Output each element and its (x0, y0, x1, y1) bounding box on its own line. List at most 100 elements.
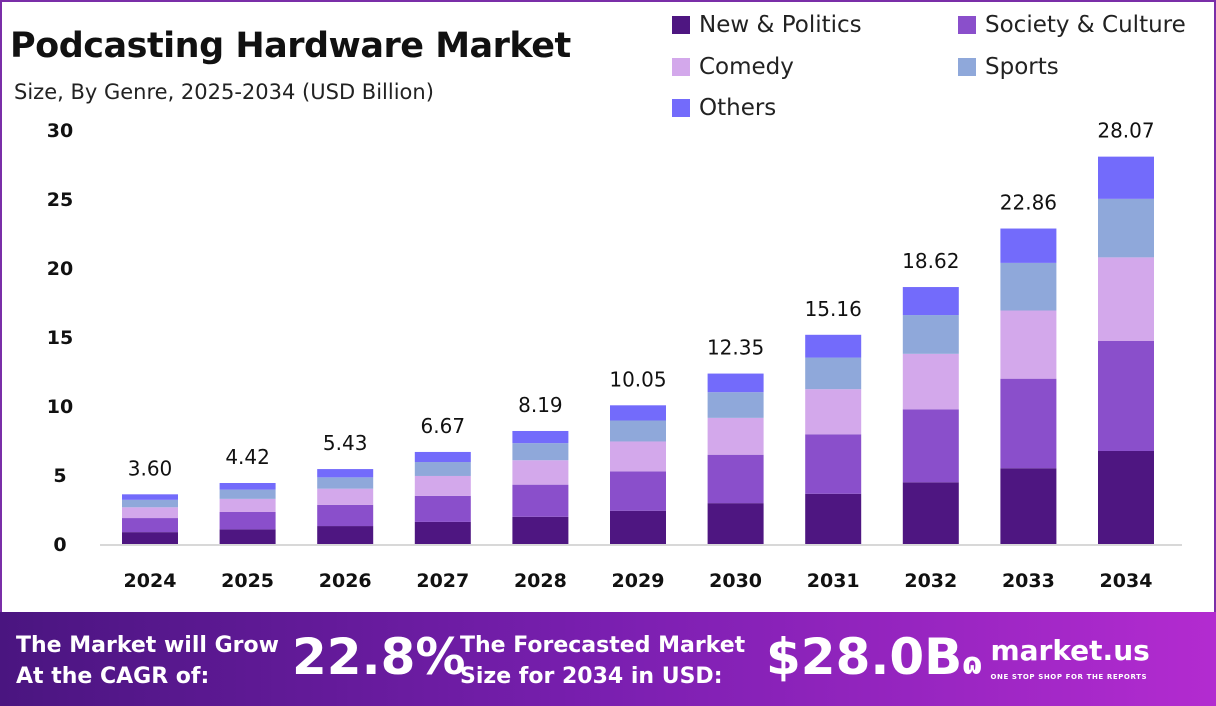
legend-item: Others (672, 95, 776, 121)
bar-segment-sports (610, 420, 666, 442)
brand-name-block: market.us ONE STOP SHOP FOR THE REPORTS (990, 637, 1149, 690)
bar-segment-sports (414, 462, 471, 476)
bar-segment-comedy (219, 498, 276, 512)
legend-item: Society & Culture (958, 12, 1186, 38)
x-tick-label: 2033 (1002, 570, 1055, 592)
bar-segment-new-politics (805, 493, 862, 544)
bar-segment-comedy (610, 441, 666, 472)
y-tick-label: 30 (47, 120, 73, 142)
bar-segment-new-politics (512, 516, 569, 544)
bar-segment-others (1098, 156, 1154, 199)
brand-name: market.us (990, 634, 1150, 667)
legend-swatch (672, 16, 690, 34)
cagr-label: The Market will Grow At the CAGR of: (16, 630, 279, 692)
bar-segment-society-culture (902, 409, 959, 483)
bar-segment-others (1000, 228, 1057, 263)
bar-segment-sports (1098, 198, 1154, 258)
data-label: 12.35 (707, 336, 764, 360)
x-tick-label: 2032 (904, 570, 957, 592)
bar-segment-new-politics (122, 532, 178, 544)
legend-swatch (958, 58, 976, 76)
bar-segment-society-culture (317, 504, 374, 527)
forecast-label-line: Size for 2034 in USD: (460, 664, 723, 689)
y-tick-label: 15 (47, 327, 73, 349)
bar-segment-comedy (317, 488, 374, 505)
data-label: 8.19 (518, 393, 563, 417)
data-label: 18.62 (902, 249, 959, 273)
bar-segment-comedy (805, 389, 862, 435)
bar-segment-sports (902, 315, 959, 354)
y-tick-label: 5 (53, 465, 66, 487)
brand-logo: ɷ market.us ONE STOP SHOP FOR THE REPORTS (962, 637, 1150, 690)
bar-segment-comedy (1098, 257, 1154, 342)
bar-segment-others (317, 469, 374, 478)
legend-label: New & Politics (699, 12, 862, 38)
bar-segment-new-politics (1000, 468, 1057, 544)
cagr-value: 22.8% (292, 628, 466, 686)
brand-logo-icon: ɷ (962, 646, 983, 682)
bar-segment-comedy (122, 507, 178, 519)
bar-segment-comedy (707, 417, 764, 455)
legend-item: Sports (958, 54, 1059, 80)
bar-segment-others (805, 334, 862, 358)
legend-item: New & Politics (672, 12, 862, 38)
legend-label: Society & Culture (985, 12, 1186, 38)
x-tick-label: 2027 (416, 570, 469, 592)
bar-segment-sports (122, 499, 178, 508)
bar-segment-comedy (1000, 310, 1057, 379)
bar-segment-others (512, 430, 569, 444)
cagr-label-line: The Market will Grow (16, 633, 279, 658)
bar-segment-others (610, 405, 666, 421)
data-label: 15.16 (805, 297, 862, 321)
legend-label: Sports (985, 54, 1059, 80)
brand-tagline: ONE STOP SHOP FOR THE REPORTS (990, 673, 1148, 681)
bar-segment-society-culture (1000, 378, 1057, 469)
bar-segment-sports (512, 443, 569, 461)
x-tick-label: 2026 (319, 570, 372, 592)
legend-label: Others (699, 95, 777, 121)
chart-plot: 0510152025303.6020244.4220255.4320266.67… (47, 119, 1182, 592)
bar-segment-sports (805, 357, 862, 390)
bar-segment-sports (1000, 262, 1057, 311)
x-tick-label: 2030 (709, 570, 762, 592)
data-label: 6.67 (421, 414, 466, 438)
bar-segment-sports (219, 489, 276, 499)
forecast-label: The Forecasted Market Size for 2034 in US… (460, 630, 745, 692)
footer-banner: The Market will Grow At the CAGR of: 22.8… (0, 612, 1216, 706)
data-label: 28.07 (1097, 119, 1154, 143)
x-tick-label: 2034 (1100, 570, 1153, 592)
legend-swatch (958, 16, 976, 34)
data-label: 3.60 (128, 456, 173, 480)
bar-segment-society-culture (1098, 341, 1154, 451)
data-label: 5.43 (323, 431, 368, 455)
bar-segment-others (707, 373, 764, 393)
y-tick-label: 25 (47, 189, 73, 211)
data-label: 10.05 (609, 367, 666, 391)
bar-segment-new-politics (414, 521, 471, 544)
x-tick-label: 2028 (514, 570, 567, 592)
y-tick-label: 0 (53, 534, 66, 556)
bar-segment-comedy (512, 460, 569, 485)
bar-segment-society-culture (610, 471, 666, 511)
bar-segment-new-politics (219, 529, 276, 544)
bar-segment-society-culture (122, 518, 178, 533)
legend-swatch (672, 99, 690, 117)
bar-segment-new-politics (707, 503, 764, 544)
forecast-value: $28.0B (766, 628, 963, 686)
bar-segment-comedy (414, 475, 471, 496)
bar-segment-others (122, 494, 178, 500)
bar-segment-sports (707, 392, 764, 418)
chart-title: Podcasting Hardware Market (10, 26, 571, 66)
bar-segment-society-culture (219, 511, 276, 530)
bar-segment-new-politics (610, 510, 666, 544)
bar-segment-others (414, 451, 471, 463)
bar-segment-comedy (902, 353, 959, 410)
data-label: 22.86 (1000, 191, 1057, 215)
x-tick-label: 2025 (221, 570, 274, 592)
cagr-label-line: At the CAGR of: (16, 664, 210, 689)
bar-segment-society-culture (707, 454, 764, 504)
bar-segment-new-politics (902, 482, 959, 544)
x-tick-label: 2024 (124, 570, 177, 592)
forecast-label-line: The Forecasted Market (460, 633, 746, 658)
